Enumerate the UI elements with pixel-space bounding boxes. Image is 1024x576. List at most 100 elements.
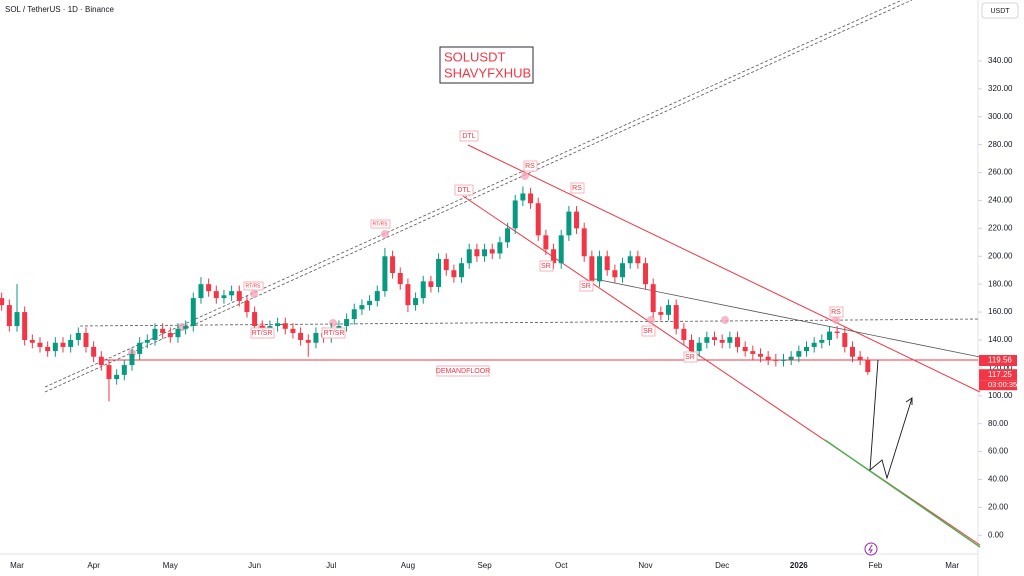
candle-body xyxy=(75,332,81,340)
annotation: SR xyxy=(541,263,551,270)
candle-body xyxy=(520,193,526,201)
candle-body xyxy=(37,342,43,347)
candle-body xyxy=(252,312,258,327)
symbol-header: SOL / TetherUS · 1D · Binance xyxy=(5,5,114,14)
projection-arrow xyxy=(869,359,913,480)
y-tick-label: 320.00 xyxy=(988,84,1013,93)
candle-body xyxy=(121,365,127,375)
candle-body xyxy=(374,291,380,301)
countdown: 03:00:35 xyxy=(988,380,1017,389)
candle-body xyxy=(175,328,181,338)
annotation: RS xyxy=(572,185,582,192)
candle-body xyxy=(397,273,403,285)
annotation-box xyxy=(539,260,554,272)
y-tick-label: 200.00 xyxy=(988,251,1013,260)
y-tick-label: 260.00 xyxy=(988,168,1013,177)
candle-body xyxy=(428,281,434,287)
candle-body xyxy=(60,342,66,347)
candle-body xyxy=(144,339,150,343)
chart-title: SOLUSDT xyxy=(444,49,505,64)
candle-body xyxy=(781,359,786,361)
candle-body xyxy=(390,256,396,274)
candle-body xyxy=(581,228,587,257)
candle-body xyxy=(727,337,733,343)
candle-body xyxy=(466,249,472,264)
candle-body xyxy=(597,256,603,282)
x-tick-label: 2026 xyxy=(790,561,808,570)
candle-body xyxy=(229,291,235,296)
y-tick-label: 220.00 xyxy=(988,223,1013,232)
candle-body xyxy=(436,259,442,287)
x-tick-label: Mar xyxy=(10,561,24,570)
candle-body xyxy=(22,312,28,340)
candle-body xyxy=(106,365,112,380)
candle-body xyxy=(183,326,189,329)
candle-body xyxy=(451,270,457,278)
candle-body xyxy=(834,331,840,333)
candle-body xyxy=(811,342,817,347)
candle-body xyxy=(52,342,58,352)
candle-body xyxy=(826,331,832,340)
touch-points xyxy=(128,172,840,357)
candle-body xyxy=(0,298,5,306)
y-tick-label: 240.00 xyxy=(988,196,1013,205)
candle-body xyxy=(98,356,104,366)
candle-body xyxy=(505,228,511,243)
x-tick-label: Dec xyxy=(715,561,729,570)
unit-box xyxy=(981,2,1019,19)
annotation: RT/RS xyxy=(373,221,389,227)
target-line xyxy=(824,439,981,548)
candle-body xyxy=(558,235,564,264)
candle-body xyxy=(643,263,649,285)
candle-body xyxy=(420,281,426,299)
annotation-box xyxy=(459,130,479,142)
y-tick-label: 140.00 xyxy=(988,335,1013,344)
candle-body xyxy=(313,332,319,343)
candle-body xyxy=(673,305,679,329)
candle-body xyxy=(198,284,204,299)
candle-body xyxy=(765,356,771,360)
candle-body xyxy=(167,332,173,338)
candle-body xyxy=(735,337,741,347)
candle-body xyxy=(305,339,311,343)
candle-body xyxy=(221,295,227,299)
candle-body xyxy=(413,298,419,306)
annotation: DTL xyxy=(462,133,475,140)
candle-body xyxy=(528,193,534,204)
candle-body xyxy=(689,339,695,352)
candle-body xyxy=(696,342,702,352)
candle-body xyxy=(551,249,557,264)
event-icon[interactable] xyxy=(864,542,878,556)
candle-body xyxy=(658,312,664,315)
touch-point xyxy=(832,316,840,324)
y-tick-label: 60.00 xyxy=(988,447,1009,456)
annotation: RS xyxy=(525,163,535,170)
candle-body xyxy=(535,203,541,236)
event-icon-bolt xyxy=(868,544,873,554)
y-tick-label: 340.00 xyxy=(988,56,1013,65)
x-tick-label: Oct xyxy=(555,561,568,570)
y-tick-label: 160.00 xyxy=(988,307,1013,316)
candle-body xyxy=(336,326,342,329)
candle-body xyxy=(796,351,802,357)
candle-body xyxy=(750,351,756,354)
candle-body xyxy=(849,346,855,357)
candle-body xyxy=(788,356,794,360)
candle-body xyxy=(351,309,357,320)
y-tick-label: 80.00 xyxy=(988,419,1009,428)
candle-body xyxy=(443,259,449,271)
candle-body xyxy=(6,305,12,327)
annotation: RS xyxy=(831,309,841,316)
candle-body xyxy=(620,263,626,278)
candle-body xyxy=(819,339,825,343)
touch-point xyxy=(647,316,655,324)
candle-body xyxy=(459,263,465,278)
annotation: SR xyxy=(581,283,591,290)
candle-body xyxy=(45,346,51,352)
candle-body xyxy=(14,312,20,327)
candle-body xyxy=(68,339,74,347)
y-tick-label: 20.00 xyxy=(988,502,1009,511)
x-tick-label: Jul xyxy=(326,561,336,570)
annotation-box xyxy=(454,184,474,196)
annotation-box xyxy=(829,306,844,318)
